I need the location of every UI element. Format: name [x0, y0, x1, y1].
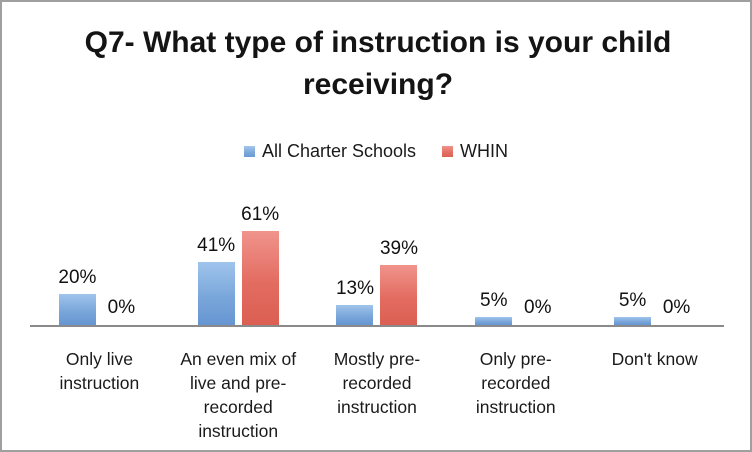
bar-value-label: 61%	[241, 204, 280, 225]
legend-label: WHIN	[460, 141, 509, 161]
legend-swatch-all-charter-schools-icon	[243, 146, 255, 157]
chart-title: Q7- What type of instruction is your chi…	[84, 26, 672, 101]
bar-slot-all-charter-schools: 5%	[614, 290, 652, 325]
bar-group-an-even-mix-of-live-and-pre-recorded-instruction: 41% 61%	[169, 172, 308, 325]
bar-whin	[241, 231, 279, 325]
bar-all-charter-schools	[614, 317, 652, 325]
bar-slot-whin: 39%	[379, 238, 418, 325]
legend-swatch-whin-icon	[442, 146, 454, 157]
chart-legend: All Charter Schools WHIN	[2, 141, 750, 162]
bar-slot-whin: 0%	[103, 297, 140, 325]
bar-group-only-live-instruction: 20% 0%	[30, 172, 169, 325]
bar-value-label: 0%	[524, 297, 552, 318]
category-label-mostly-pre-recorded-instruction: Mostly pre- recorded instruction	[333, 349, 421, 417]
bar-value-label: 5%	[618, 290, 647, 311]
bar-all-charter-schools	[475, 317, 513, 325]
bar-group-mostly-pre-recorded-instruction: 13% 39%	[308, 172, 447, 325]
bar-slot-whin: 61%	[241, 204, 280, 325]
category-label-don-t-know: Don't know	[611, 349, 698, 369]
bar-slot-all-charter-schools: 13%	[335, 278, 374, 325]
legend-item-whin: WHIN	[442, 141, 508, 162]
bar-value-label: 13%	[335, 278, 374, 299]
category-label-only-pre-recorded-instruction: Only pre- recorded instruction	[475, 349, 556, 417]
bar-value-label: 0%	[662, 297, 691, 318]
bar-group-only-pre-recorded-instruction: 5% 0%	[446, 172, 585, 325]
category-label-an-even-mix-of-live-and-pre-recorded-instruction: An even mix of live and pre- recorded in…	[180, 349, 297, 441]
bar-slot-all-charter-schools: 5%	[475, 290, 513, 325]
legend-item-all-charter-schools: All Charter Schools	[243, 141, 417, 162]
legend-label: All Charter Schools	[261, 141, 417, 161]
category-axis-labels: Only live instruction An even mix of live…	[30, 347, 724, 443]
bar-slot-whin: 0%	[519, 297, 556, 325]
bar-value-label: 39%	[379, 238, 418, 259]
bar-value-label: 41%	[197, 235, 236, 256]
bar-slot-all-charter-schools: 41%	[197, 235, 236, 325]
bar-group-don-t-know: 5% 0%	[585, 172, 724, 325]
bar-slot-whin: 0%	[658, 297, 695, 325]
bar-all-charter-schools	[58, 294, 96, 325]
plot-area: 20% 0% 41% 61% 13% 39% 5% 0% 5% 0%	[30, 172, 724, 327]
bar-value-label: 20%	[58, 267, 97, 288]
bar-slot-all-charter-schools: 20%	[58, 267, 97, 325]
bar-all-charter-schools	[336, 305, 374, 325]
bar-all-charter-schools	[197, 262, 235, 325]
bar-whin	[380, 265, 418, 325]
bar-value-label: 0%	[107, 297, 136, 318]
category-label-only-live-instruction: Only live instruction	[59, 349, 140, 393]
bar-value-label: 5%	[480, 290, 508, 311]
